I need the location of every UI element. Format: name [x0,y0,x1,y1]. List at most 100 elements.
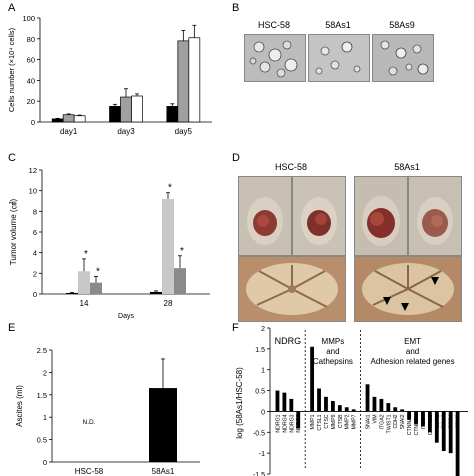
mouse-photo-58as1-2 [408,176,462,256]
e-xtick-label: 58As1 [152,467,175,476]
c-bar [150,291,162,294]
f-gene-label: CTSB [338,414,344,428]
micrograph-58as9 [372,34,434,82]
photo-b-title-2: 58As1 [325,20,351,30]
a-bar [73,115,86,123]
f-bar [310,346,315,412]
c-error-bar [94,276,98,283]
c-significance-mark: * [180,246,184,257]
mesentery-photo-58as1 [354,256,462,322]
c-significance-mark: * [84,249,88,260]
c-xtick-label: 28 [164,299,173,308]
panel-label-b: B [232,2,240,14]
f-gene-label: CDH3 [456,414,462,428]
f-group-title: and [326,347,339,356]
a-error-bar [55,117,60,119]
f-ytick-label: 2 [261,326,265,333]
e-nd-annotation: N.D. [83,419,96,426]
c-ytick-label: 12 [29,166,37,175]
c-bar [90,282,102,294]
f-group-title: Cathepsins [313,357,353,366]
f-bar [282,392,287,412]
a-bar [188,37,201,123]
c-xtick-label: 14 [80,299,89,308]
f-gene-label: SNAI2 [400,414,406,429]
f-group-title: EMT [404,337,421,346]
arrowhead-markers [383,277,439,311]
f-gene-label: CDH2 [393,414,399,428]
e-ytick-label: 1 [43,413,47,422]
c-error-bar [82,258,86,272]
a-ytick-label: 40 [27,76,35,85]
a-ytick-label: 0 [31,118,35,127]
c-ytick-label: 2 [33,269,37,278]
f-gene-label: VIM [372,414,378,423]
c-bar [162,198,174,294]
f-gene-label: NDRG1 [275,414,281,432]
f-group-title: and [406,347,419,356]
a-ytick-label: 100 [22,14,35,23]
f-bar [455,411,460,476]
c-error-bar [178,255,182,269]
f-gene-label: ITGA3 [442,414,448,429]
f-ytick-label: -1 [259,451,265,458]
c-ytick-label: 10 [29,187,37,196]
f-ylabel: log (58As1/HSC-58) [235,367,244,439]
f-gene-label: MMP1 [310,414,316,429]
e-ytick-label: 0 [43,458,47,467]
e-ytick-label: 2 [43,368,47,377]
a-bar [131,95,143,123]
f-bar [448,411,453,454]
f-ytick-label: 1 [261,368,265,375]
a-bar [51,118,64,123]
c-significance-mark: * [96,266,100,277]
f-group-title: NDRG [275,336,302,346]
e-ytick-label: 1.5 [37,391,47,400]
f-ytick-label: -1.5 [253,472,265,476]
f-group-title: MMPs [322,337,345,346]
chart-c-tumor-volume: 0 2 4 6 8 10 12 Tumor volume (㎠) Days 14 28 * * * * [9,166,210,320]
f-bar [324,396,328,412]
f-ytick-label: -0.5 [253,430,265,437]
a-bar [166,106,179,123]
a-bar [177,40,190,123]
mouse-photo-hsc58-1 [238,176,292,256]
a-xtick-label: day1 [60,127,78,136]
c-ytick-label: 8 [33,207,37,216]
e-ylabel: Ascites (ml) [15,385,24,427]
f-bar [427,411,432,433]
panel-label-f: F [232,322,239,334]
a-ytick-label: 20 [27,97,35,106]
micrograph-hsc58 [244,34,306,82]
c-bar [78,271,90,294]
c-ylabel: Tumor volume (㎠) [9,198,18,265]
f-gene-label: CTSL1 [317,414,323,430]
f-bar [414,411,418,424]
f-bar [393,407,398,412]
a-error-bar [192,24,197,38]
photo-d-title-1: HSC-58 [274,162,307,172]
f-bar [317,388,321,412]
c-xlabel: Days [118,313,134,320]
a-xtick-label: day3 [117,127,135,136]
f-gene-label: TWIST1 [386,414,392,433]
f-gene-label: CTNND1 [414,414,420,435]
panel-label-a: A [8,2,16,14]
a-error-bar [113,103,117,107]
a-ytick-label: 60 [27,56,35,65]
f-bar [289,398,294,412]
c-ytick-label: 6 [33,228,37,237]
panel-label-c: C [8,152,16,164]
f-bar [296,411,301,429]
f-gene-label: CTSC [324,414,330,428]
f-gene-label: MMP2 [345,414,351,429]
f-gene-label: ITGA2 [379,414,385,429]
e-bar [149,388,177,462]
a-bar [62,114,75,123]
f-bar [275,390,280,412]
f-bar [421,411,425,427]
photo-d-title-2: 58As1 [394,162,420,172]
f-gene-label: ITGB6 [421,414,427,429]
f-group-title: Adhesion related genes [371,357,455,366]
a-error-bar [135,93,139,96]
